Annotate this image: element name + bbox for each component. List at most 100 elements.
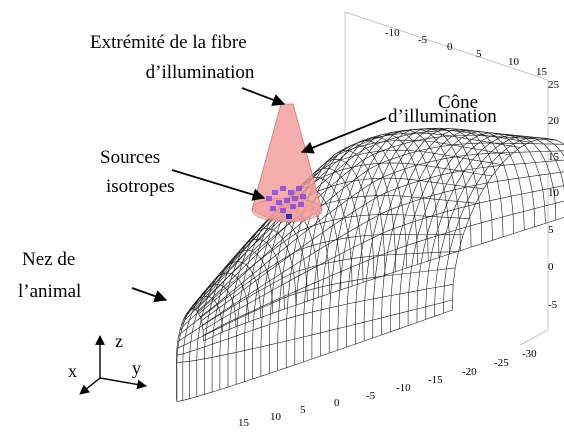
mesh-line (191, 128, 530, 310)
tick-label: 0 (548, 261, 554, 273)
mesh-bottom (176, 309, 453, 402)
axis-label: z (115, 331, 123, 351)
tick-label: 10 (508, 56, 520, 68)
mesh-line (452, 138, 564, 301)
tick-label: 10 (270, 411, 282, 423)
tick-label: 5 (300, 404, 306, 416)
mesh-line (182, 284, 237, 363)
mesh-line (204, 249, 273, 359)
tick-label: 15 (536, 66, 548, 78)
mesh-line (355, 128, 472, 325)
mesh-line (227, 217, 308, 355)
mesh-line (311, 136, 418, 335)
mesh-line (372, 128, 493, 321)
tick-label: 0 (334, 397, 340, 409)
mesh-line (328, 131, 440, 331)
source (290, 204, 296, 209)
mesh-line (294, 144, 397, 340)
tick-label: -20 (462, 366, 477, 378)
source (298, 202, 304, 207)
source (286, 214, 292, 219)
tick-label: 5 (548, 224, 554, 236)
source (272, 190, 278, 195)
source (280, 186, 286, 191)
arrows (131, 87, 387, 303)
axis-label: y (132, 358, 141, 378)
source (296, 186, 302, 191)
annotation: Nez de (22, 249, 75, 270)
annotation: l’animal (18, 281, 81, 302)
source (266, 196, 272, 201)
tick-label: -25 (494, 357, 509, 369)
axis-label: x (68, 361, 77, 381)
annotation: d’illumination (146, 62, 255, 83)
mesh-line (198, 142, 564, 315)
mesh-line (176, 295, 223, 363)
tick-label: -10 (396, 382, 411, 394)
annotation: isotropes (106, 176, 175, 197)
box-lines (344, 11, 549, 346)
mesh-line (211, 238, 285, 358)
mesh-line (176, 299, 453, 363)
tick-label: -15 (428, 374, 443, 386)
y-arrow (99, 377, 147, 390)
mesh-line (407, 132, 536, 312)
tick-label: 15 (238, 417, 250, 429)
arrow (300, 117, 387, 154)
tick-label: 10 (548, 187, 560, 199)
mesh-line (363, 127, 483, 323)
tick-label: 25 (548, 79, 560, 91)
tick-label: -10 (385, 27, 400, 39)
mesh-line (443, 137, 564, 303)
mesh-line (176, 283, 454, 356)
arrow (171, 169, 266, 201)
axes-box (344, 11, 549, 346)
mesh (176, 127, 564, 402)
mesh-line (399, 131, 525, 314)
x-arrow (79, 377, 101, 395)
annotation: Cône (438, 92, 478, 113)
mesh-line (381, 128, 504, 318)
mesh-line (184, 162, 493, 318)
tick-label: 5 (476, 48, 482, 60)
tick-label: 20 (548, 115, 560, 127)
source (270, 206, 276, 211)
mesh-line (195, 130, 549, 311)
arrow (131, 287, 168, 303)
mesh-line (416, 133, 546, 310)
mesh-line (189, 272, 249, 362)
mesh-line (337, 129, 451, 329)
mesh-line (303, 140, 407, 338)
mesh-line (320, 133, 429, 333)
annotation: Sources (100, 147, 160, 168)
cone (251, 103, 323, 223)
mesh-line (390, 129, 514, 316)
tick-label: -30 (522, 348, 537, 360)
tick-label: -5 (418, 34, 428, 46)
arrow (241, 87, 286, 106)
mesh-line (180, 195, 476, 326)
source (280, 208, 286, 213)
mesh-line (219, 227, 297, 356)
mesh-line (277, 158, 375, 344)
mesh-line (269, 168, 364, 345)
sources (266, 186, 306, 219)
annotation: d’illumination (388, 106, 497, 127)
tick-label: 15 (548, 151, 560, 163)
source (284, 198, 290, 203)
mesh-line (185, 149, 502, 315)
mesh-line (196, 261, 262, 361)
source (300, 194, 306, 199)
annotation: Extrémité de la fibre (90, 32, 247, 53)
mesh-line (346, 128, 461, 327)
mesh-line (434, 136, 564, 305)
source (288, 190, 294, 195)
triad (79, 335, 147, 395)
source (276, 200, 282, 205)
tick-label: -5 (548, 299, 558, 311)
tick-label: 0 (447, 41, 453, 53)
mesh-line (425, 134, 557, 307)
tick-label: -5 (366, 390, 376, 402)
